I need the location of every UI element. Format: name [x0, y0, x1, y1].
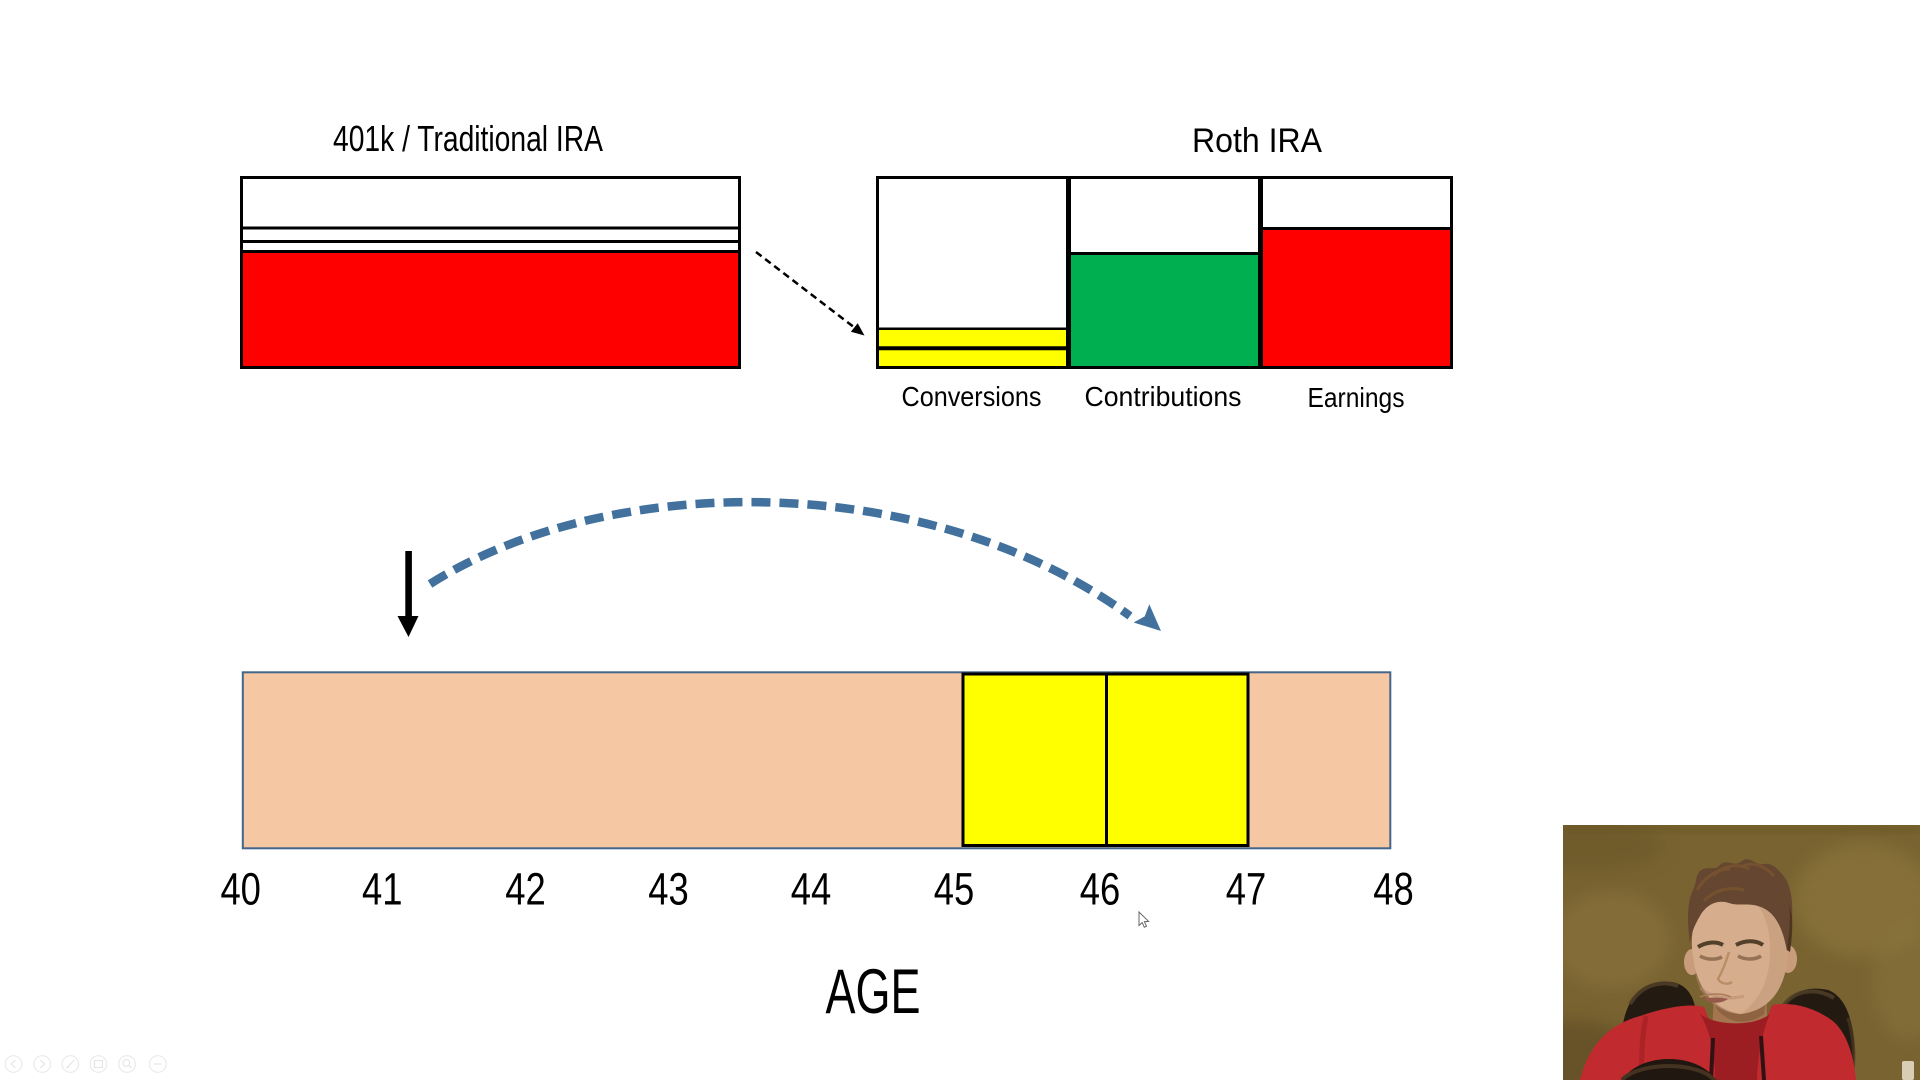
svg-text:46: 46 — [1080, 864, 1121, 915]
svg-text:41: 41 — [362, 864, 403, 915]
svg-text:Conversions: Conversions — [902, 381, 1042, 412]
svg-text:45: 45 — [934, 864, 975, 915]
svg-text:44: 44 — [791, 864, 832, 915]
svg-text:48: 48 — [1373, 864, 1414, 915]
svg-text:47: 47 — [1226, 864, 1267, 915]
svg-text:Roth IRA: Roth IRA — [1192, 122, 1322, 160]
svg-text:Contributions: Contributions — [1085, 381, 1242, 412]
svg-text:401k / Traditional IRA: 401k / Traditional IRA — [333, 118, 603, 159]
svg-text:42: 42 — [505, 864, 546, 915]
svg-text:AGE: AGE — [826, 957, 921, 1027]
svg-text:Earnings: Earnings — [1308, 382, 1405, 413]
svg-text:43: 43 — [648, 864, 689, 915]
svg-text:40: 40 — [220, 864, 261, 915]
